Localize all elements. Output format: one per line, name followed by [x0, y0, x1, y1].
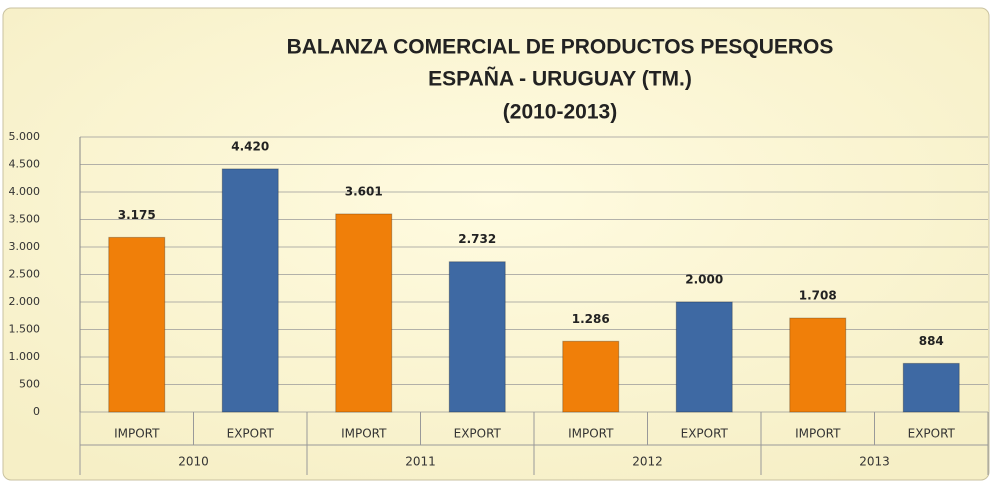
- x-tick-label: EXPORT: [681, 427, 729, 441]
- chart-title: ESPAÑA - URUGUAY (TM.): [428, 68, 692, 91]
- y-tick-label: 2.000: [9, 295, 41, 308]
- x-tick-label: IMPORT: [568, 427, 614, 441]
- group-label: 2011: [405, 455, 436, 469]
- value-label: 1.286: [572, 312, 610, 326]
- y-tick-label: 500: [19, 378, 40, 391]
- x-tick-label: IMPORT: [114, 427, 160, 441]
- chart-title: BALANZA COMERCIAL DE PRODUCTOS PESQUEROS: [287, 36, 834, 59]
- x-tick-label: EXPORT: [908, 427, 956, 441]
- value-label: 884: [919, 334, 944, 348]
- bar: [902, 362, 960, 413]
- group-label: 2013: [859, 455, 890, 469]
- bar: [335, 213, 393, 413]
- bar: [675, 301, 733, 413]
- y-tick-label: 2.500: [9, 268, 41, 281]
- value-label: 3.175: [118, 208, 156, 222]
- group-label: 2010: [178, 455, 209, 469]
- group-label: 2012: [632, 455, 663, 469]
- x-tick-label: EXPORT: [454, 427, 502, 441]
- value-label: 1.708: [799, 289, 837, 303]
- y-tick-label: 1.500: [9, 323, 41, 336]
- x-tick-label: IMPORT: [795, 427, 841, 441]
- chart-title: (2010-2013): [503, 101, 617, 124]
- y-tick-label: 5.000: [9, 130, 41, 143]
- value-label: 3.601: [345, 184, 383, 198]
- y-tick-label: 3.500: [9, 213, 41, 226]
- y-tick-label: 4.500: [9, 158, 41, 171]
- y-tick-label: 3.000: [9, 240, 41, 253]
- y-tick-label: 4.000: [9, 185, 41, 198]
- bar: [562, 340, 620, 413]
- x-tick-label: IMPORT: [341, 427, 387, 441]
- value-label: 2.732: [458, 232, 496, 246]
- bar: [221, 168, 279, 413]
- bar: [108, 236, 166, 413]
- bar: [448, 261, 506, 413]
- value-label: 4.420: [231, 139, 269, 153]
- bar: [789, 317, 847, 413]
- y-tick-label: 0: [33, 405, 40, 418]
- value-label: 2.000: [685, 273, 723, 287]
- y-tick-label: 1.000: [9, 350, 41, 363]
- x-tick-label: EXPORT: [227, 427, 275, 441]
